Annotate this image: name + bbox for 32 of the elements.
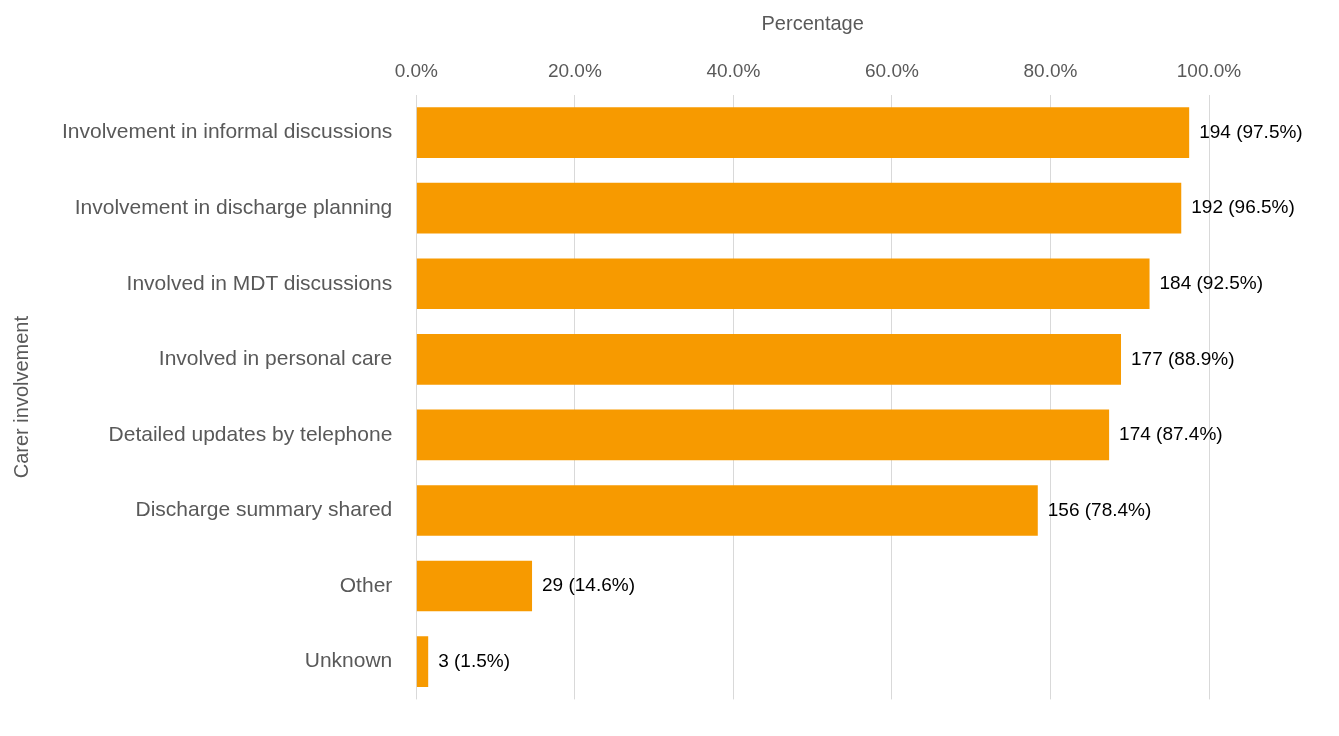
data-label: 177 (88.9%) [1131,347,1235,369]
bar [416,485,1038,536]
bar [416,334,1122,385]
data-label: 29 (14.6%) [542,574,635,596]
y-tick-label: Unknown [304,648,393,672]
data-label: 194 (97.5%) [1199,120,1303,142]
data-label: 184 (92.5%) [1159,271,1264,293]
bar [416,258,1150,310]
bar [416,409,1110,461]
bar [416,636,429,687]
x-tick-label: 60.0% [864,59,919,81]
y-tick-label: Involvement in informal discussions [62,119,393,143]
x-tick-label: 80.0% [1023,59,1078,81]
y-tick-label: Other [339,572,393,596]
y-tick-label: Involvement in discharge planning [74,194,393,218]
y-tick-label: Involved in personal care [158,346,393,370]
y-tick-label: Involved in MDT discussions [126,270,393,294]
data-label: 156 (78.4%) [1047,498,1152,520]
bar [416,560,533,612]
x-tick-label: 0.0% [394,59,439,81]
x-tick-label: 100.0% [1176,59,1242,81]
bar [416,107,1190,158]
y-axis-title: Carer involvement [9,315,32,479]
data-label: 174 (87.4%) [1119,423,1223,445]
bar [416,182,1182,234]
data-label: 192 (96.5%) [1191,196,1295,218]
y-tick-label: Detailed updates by telephone [108,421,393,445]
x-tick-label: 40.0% [706,59,761,81]
x-tick-label: 20.0% [547,59,602,81]
x-axis-title: Percentage [761,11,864,34]
y-tick-label: Discharge summary shared [135,497,393,521]
data-label: 3 (1.5%) [438,649,511,671]
